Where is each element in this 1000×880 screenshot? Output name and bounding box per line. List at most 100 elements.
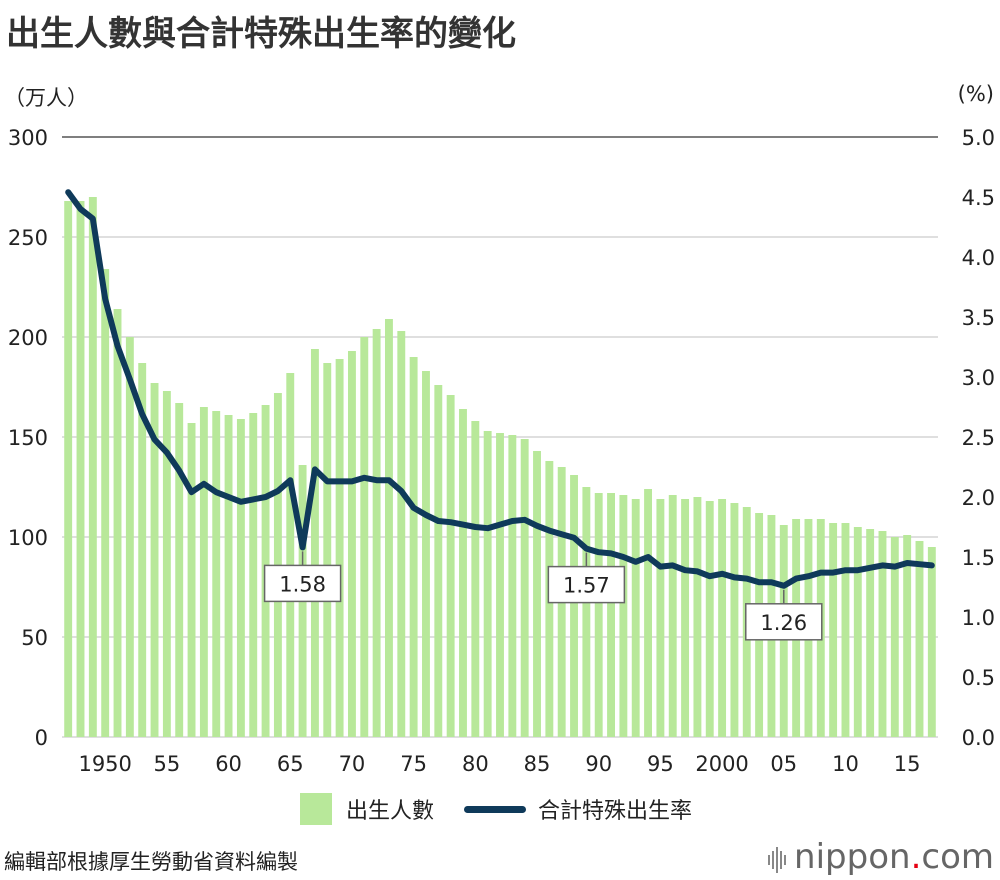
right-tick-label: 5.0	[962, 126, 995, 150]
birth-bar-1983	[508, 435, 517, 737]
birth-bar-1973	[385, 319, 393, 737]
annotation-1989: 1.57	[547, 552, 626, 604]
x-axis-ticks: 1950 55 60 65 70 75 80 85 90 95 2000 05 10 15	[78, 752, 920, 776]
right-tick-label: 0.5	[962, 666, 995, 690]
annotation-label: 1.58	[279, 572, 326, 596]
birth-bar-1982	[496, 433, 504, 737]
birth-bar-2011	[853, 527, 862, 737]
right-tick-label: 3.5	[962, 306, 995, 330]
brand-suffix: com	[921, 836, 994, 877]
right-axis-ticks: 0.0 0.5 1.0 1.5 2.0 2.5 3.0 3.5 4.0 4.5 5.0	[962, 126, 995, 750]
birth-bar-1992	[619, 495, 628, 737]
birth-bar-1954	[150, 383, 159, 737]
birth-bar-1985	[533, 451, 541, 737]
left-axis-unit: （万人）	[4, 86, 88, 110]
right-tick-label: 2.5	[962, 426, 995, 450]
left-tick-label: 50	[21, 626, 48, 650]
logo-bars-icon	[768, 838, 788, 878]
birth-bar-1981	[483, 431, 492, 737]
birth-bar-1976	[422, 371, 430, 737]
birth-bar-1972	[372, 329, 381, 737]
left-tick-label: 150	[8, 426, 48, 450]
left-tick-label: 100	[8, 526, 48, 550]
birth-bar-1960	[224, 415, 233, 737]
birth-bar-1999	[705, 501, 714, 737]
birth-bar-2001	[730, 503, 739, 737]
birth-bar-1950	[101, 269, 110, 737]
annotations: 1.58 1.57 1.26	[263, 551, 823, 641]
birth-bar-1988	[570, 475, 578, 737]
annotation-label: 1.57	[563, 574, 610, 598]
birth-bar-2012	[866, 529, 875, 737]
birth-bar-1977	[434, 385, 443, 737]
right-axis-unit: (%)	[957, 82, 994, 106]
birth-bar-1998	[693, 497, 702, 737]
annotation-1966: 1.58	[263, 551, 342, 603]
birth-bar-1965	[286, 373, 295, 737]
right-tick-label: 4.0	[962, 246, 995, 270]
x-tick-label: 1950	[78, 752, 131, 776]
birth-bar-1996	[668, 495, 677, 737]
birth-bar-2015	[903, 535, 912, 737]
right-tick-label: 3.0	[962, 366, 995, 390]
birth-bars	[64, 197, 936, 737]
brand-logo: nippon.com	[768, 837, 994, 879]
x-tick-label: 90	[585, 752, 612, 776]
legend: 出生人數 合計特殊出生率	[300, 792, 692, 826]
fertility-rate-line	[65, 189, 935, 589]
birth-bar-1951	[113, 309, 122, 737]
birth-bar-1970	[347, 351, 356, 737]
birth-bar-2017	[927, 547, 936, 737]
birth-bar-1949	[88, 197, 97, 737]
birth-bar-1962	[249, 413, 258, 737]
annotation-2005: 1.26	[745, 589, 823, 641]
source-note: 編輯部根據厚生勞動省資料編製	[4, 850, 298, 874]
birth-bar-1995	[656, 499, 665, 737]
x-tick-label: 15	[894, 752, 921, 776]
x-tick-label: 2000	[695, 752, 748, 776]
fertility-line	[65, 189, 935, 589]
birth-bar-1956	[175, 403, 184, 737]
x-tick-label: 05	[770, 752, 797, 776]
brand-dot: .	[910, 836, 922, 877]
birth-bar-1974	[397, 331, 406, 737]
birth-bar-1980	[471, 421, 480, 737]
birth-bar-1955	[162, 391, 171, 737]
x-tick-label: 10	[832, 752, 859, 776]
left-tick-label: 250	[8, 226, 48, 250]
birth-bar-1994	[644, 489, 653, 737]
chart-title: 出生人數與合計特殊出生率的變化	[6, 14, 516, 54]
legend-bar-swatch	[300, 793, 332, 825]
x-tick-label: 70	[339, 752, 366, 776]
birth-bar-1953	[138, 363, 147, 737]
right-tick-label: 0.0	[962, 726, 995, 750]
birth-bar-1952	[125, 337, 134, 737]
left-tick-label: 300	[8, 126, 48, 150]
birth-bar-1958	[199, 407, 208, 737]
birth-bar-1993	[631, 499, 640, 737]
birth-bar-1959	[212, 411, 221, 737]
legend-bar-label: 出生人數	[346, 799, 435, 824]
birth-bar-1957	[187, 423, 196, 737]
birth-bar-1991	[607, 493, 615, 737]
x-tick-label: 95	[647, 752, 674, 776]
birth-bar-1967	[310, 349, 319, 737]
annotation-label: 1.26	[760, 611, 807, 635]
birth-bar-1975	[409, 357, 418, 737]
birth-bar-1971	[360, 337, 369, 737]
birth-bar-1997	[681, 499, 690, 737]
birth-bar-2009	[829, 523, 838, 737]
birth-bar-2016	[915, 541, 924, 737]
x-tick-label: 60	[215, 752, 242, 776]
birth-bar-2010	[841, 523, 850, 737]
birth-bar-1990	[594, 493, 603, 737]
birth-bar-1968	[323, 363, 332, 737]
birth-bar-1948	[76, 201, 85, 737]
birth-bar-1961	[236, 419, 245, 737]
birth-bar-2000	[718, 499, 727, 737]
right-tick-label: 2.0	[962, 486, 995, 510]
birth-bar-2013	[878, 531, 887, 737]
right-tick-label: 1.0	[962, 606, 995, 630]
x-tick-label: 80	[462, 752, 489, 776]
birth-bar-2014	[890, 537, 899, 737]
